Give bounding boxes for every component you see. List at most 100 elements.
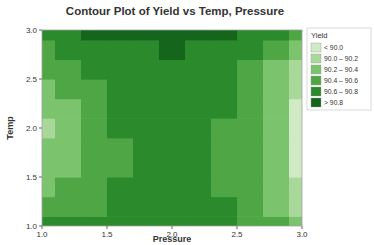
x-tick-label: 1.0 — [36, 230, 48, 239]
cell — [107, 40, 134, 60]
cell — [133, 99, 160, 119]
cell — [133, 197, 160, 217]
legend-swatch — [311, 43, 321, 52]
legend-swatch — [311, 65, 321, 74]
cell — [237, 30, 264, 40]
cell — [237, 216, 264, 226]
cell — [159, 40, 186, 60]
cell — [211, 197, 238, 217]
y-tick-label: 1.0 — [26, 222, 38, 231]
cell — [55, 216, 82, 226]
cell — [185, 177, 212, 197]
cell — [133, 59, 160, 79]
cell — [107, 157, 134, 177]
cell — [55, 99, 82, 119]
cell — [237, 59, 264, 79]
x-tick — [107, 226, 108, 229]
y-tick-label: 2.5 — [26, 75, 38, 84]
y-tick — [39, 177, 42, 178]
cell — [263, 157, 290, 177]
cell — [107, 118, 134, 138]
cell — [159, 197, 186, 217]
cell — [289, 59, 302, 79]
cell — [55, 118, 82, 138]
legend-label: 90.0 – 90.2 — [324, 55, 358, 62]
cell — [263, 216, 290, 226]
cell — [159, 30, 186, 40]
legend-label: 90.2 – 90.4 — [324, 66, 358, 73]
cell — [81, 59, 108, 79]
legend-swatch — [311, 54, 321, 63]
cell — [55, 157, 82, 177]
cell — [185, 79, 212, 99]
cell — [185, 216, 212, 226]
cell — [289, 138, 302, 158]
cell — [107, 216, 134, 226]
cell — [289, 197, 302, 217]
cell — [185, 118, 212, 138]
legend-swatch — [311, 76, 321, 85]
cell — [211, 216, 238, 226]
cells — [42, 30, 302, 226]
x-axis-label: Pressure — [153, 234, 192, 244]
cell — [185, 40, 212, 60]
x-tick-label: 2.5 — [231, 230, 243, 239]
chart: Contour Plot of Yield vs Temp, Pressure 1… — [0, 0, 374, 245]
cell — [42, 40, 56, 60]
cell — [159, 99, 186, 119]
cell — [107, 59, 134, 79]
cell — [211, 79, 238, 99]
cell — [211, 138, 238, 158]
legend-label: 90.4 – 90.6 — [324, 77, 358, 84]
cell — [159, 177, 186, 197]
cell — [237, 138, 264, 158]
cell — [263, 118, 290, 138]
cell — [55, 59, 82, 79]
cell — [211, 177, 238, 197]
cell — [107, 138, 134, 158]
cell — [107, 79, 134, 99]
cell — [237, 40, 264, 60]
cell — [42, 177, 56, 197]
cell — [185, 30, 212, 40]
y-tick-label: 2.0 — [26, 124, 38, 133]
cell — [289, 30, 302, 40]
cell — [55, 40, 82, 60]
cell — [133, 177, 160, 197]
cell — [42, 118, 56, 138]
cell — [81, 138, 108, 158]
cell — [289, 79, 302, 99]
y-tick — [39, 226, 42, 227]
cell — [211, 157, 238, 177]
cell — [42, 30, 56, 40]
cell — [133, 138, 160, 158]
x-tick — [302, 226, 303, 229]
cell — [263, 177, 290, 197]
cell — [133, 30, 160, 40]
legend-label: < 90.0 — [324, 44, 343, 51]
cell — [42, 216, 56, 226]
cell — [159, 59, 186, 79]
y-tick-label: 3.0 — [26, 26, 38, 35]
cell — [211, 99, 238, 119]
cell — [55, 30, 82, 40]
cell — [107, 177, 134, 197]
cell — [237, 197, 264, 217]
cell — [159, 79, 186, 99]
cell — [185, 197, 212, 217]
cell — [81, 157, 108, 177]
cell — [133, 118, 160, 138]
cell — [263, 59, 290, 79]
cell — [289, 216, 302, 226]
cell — [263, 30, 290, 40]
title: Contour Plot of Yield vs Temp, Pressure — [66, 5, 284, 17]
cell — [237, 177, 264, 197]
cell — [263, 40, 290, 60]
y-tick — [39, 30, 42, 31]
cell — [107, 30, 134, 40]
cell — [211, 40, 238, 60]
cell — [159, 216, 186, 226]
cell — [263, 99, 290, 119]
cell — [237, 157, 264, 177]
cell — [159, 157, 186, 177]
